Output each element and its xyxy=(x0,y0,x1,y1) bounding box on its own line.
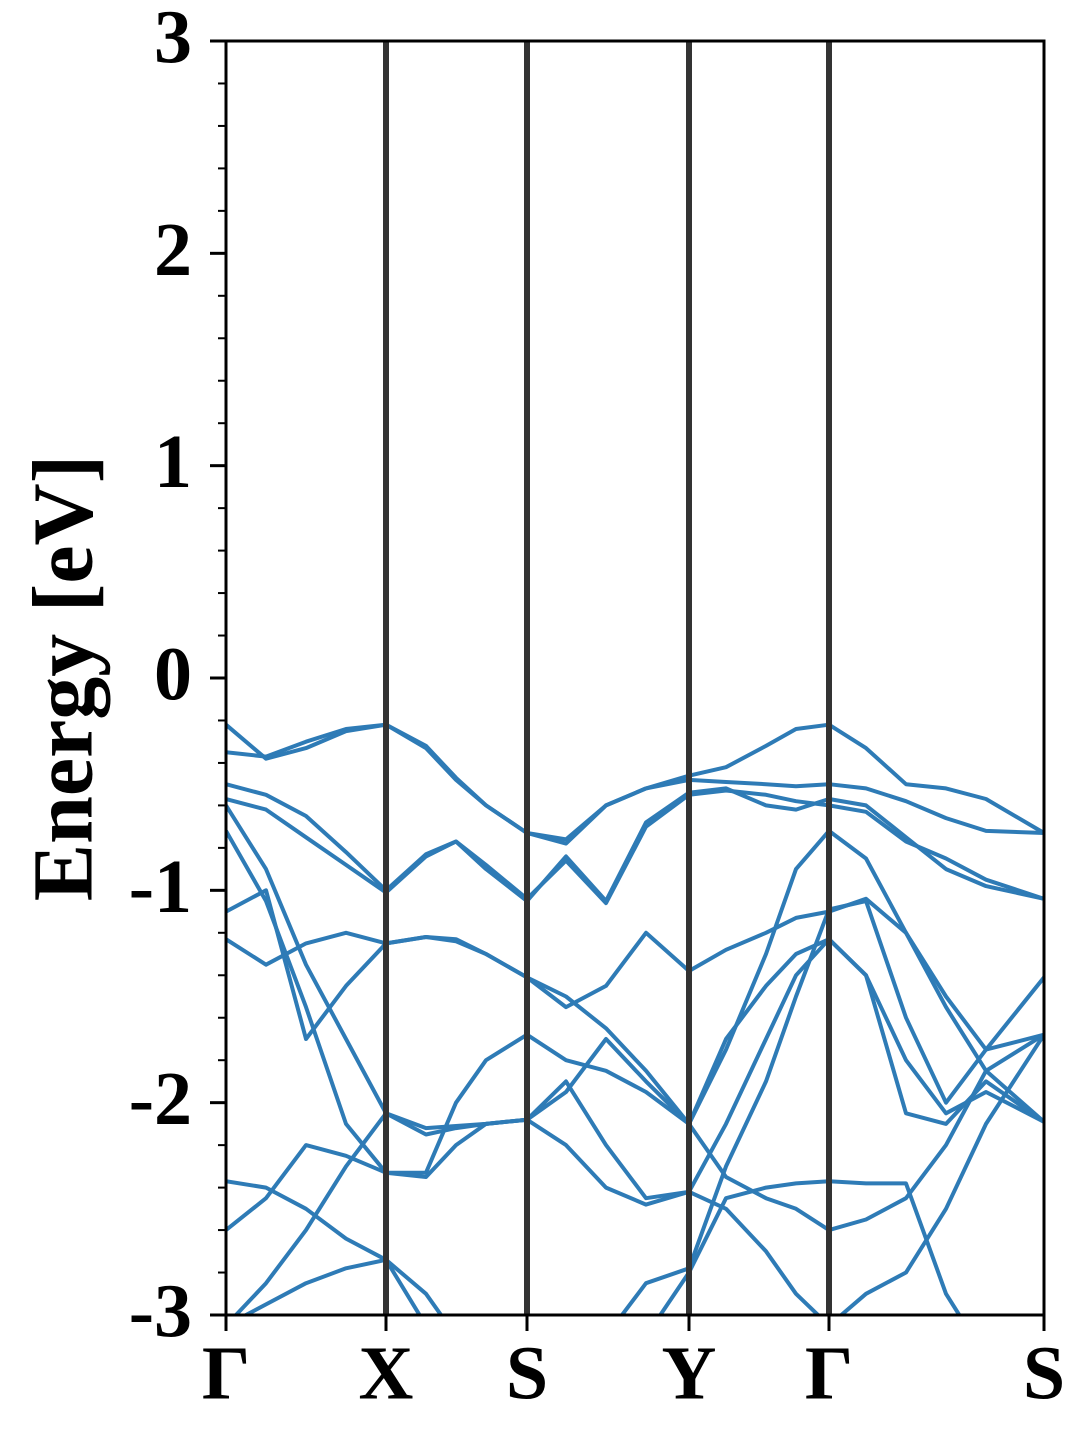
y-tick-label: -1 xyxy=(129,845,192,929)
band-line xyxy=(241,899,1044,1315)
band-line xyxy=(226,786,1044,903)
plot-frame xyxy=(224,39,1046,1317)
x-tick-label: Γ xyxy=(805,1331,853,1415)
band-line xyxy=(226,829,1044,1233)
y-tick-label: -2 xyxy=(129,1057,192,1141)
band-line xyxy=(226,722,1044,842)
y-tick-label: 0 xyxy=(154,632,192,716)
band-line xyxy=(226,930,1044,1126)
y-tick-label: 1 xyxy=(154,420,192,504)
y-tick-label: 3 xyxy=(154,0,192,79)
x-tick-label: S xyxy=(1023,1331,1065,1415)
x-tick-label: Y xyxy=(662,1331,717,1415)
x-tick-label: X xyxy=(359,1331,414,1415)
x-tick-label: Γ xyxy=(202,1331,250,1415)
x-tick-label: S xyxy=(506,1331,548,1415)
band-line xyxy=(233,937,1044,1315)
y-tick-label: -3 xyxy=(129,1269,192,1353)
band-line xyxy=(226,804,1044,1131)
y-axis-label: Energy [eV] xyxy=(15,455,111,902)
y-tick-label: 2 xyxy=(154,208,192,292)
plot-area xyxy=(226,722,1044,1315)
band-line xyxy=(226,888,1044,1052)
band-line xyxy=(226,1033,1044,1315)
band-line xyxy=(226,722,1044,846)
